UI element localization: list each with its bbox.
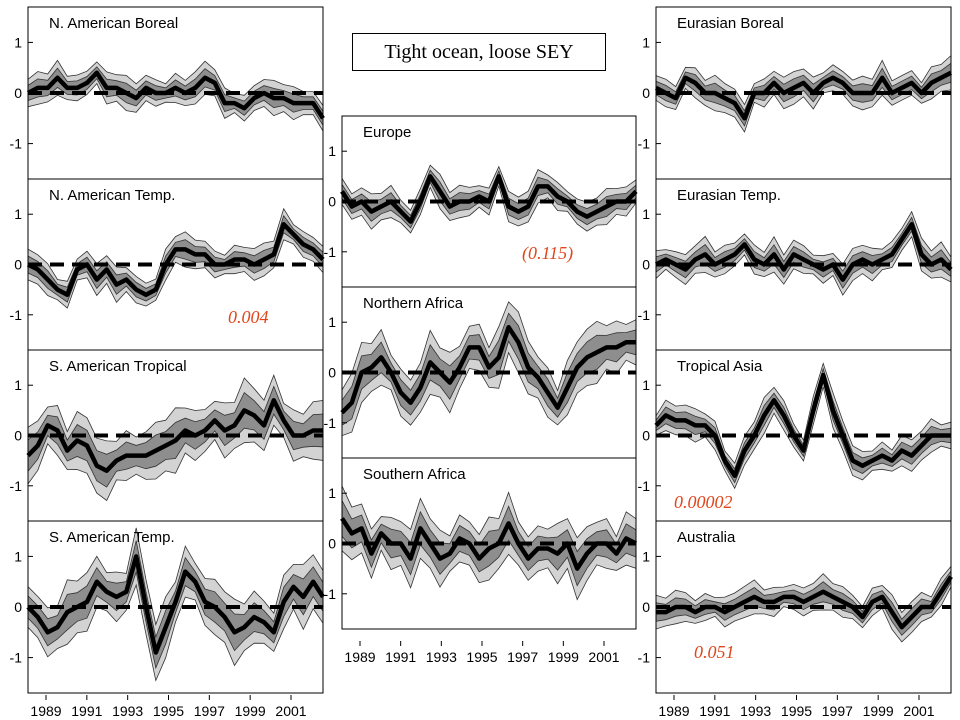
x-tick-label: 1989 (344, 649, 375, 665)
x-tick-label: 1993 (112, 703, 143, 719)
x-tick-label: 1993 (426, 649, 457, 665)
panel-8: -1 0 1 Eurasian Temp. (638, 178, 953, 351)
significance-annotation: 0.051 (694, 642, 735, 662)
x-tick-label: 1991 (699, 703, 730, 719)
y-tick-label: 1 (328, 485, 336, 501)
panel-title: N. American Temp. (49, 187, 175, 204)
x-tick-label: 1995 (466, 649, 497, 665)
y-tick-label: 1 (642, 377, 650, 393)
panel-title: Tropical Asia (677, 358, 763, 375)
y-tick-label: 1 (14, 548, 22, 564)
y-tick-label: -1 (638, 478, 651, 494)
y-tick-label: 1 (14, 206, 22, 222)
series-line (340, 174, 638, 224)
x-tick-label: 1989 (30, 703, 61, 719)
x-axis-1: 1989 1991 1993 1995 1997 1999 2001 (344, 641, 620, 665)
x-tick-label: 1999 (548, 649, 579, 665)
panel-title: Southern Africa (363, 466, 466, 483)
significance-annotation: (0.115) (522, 243, 574, 263)
panel-title: S. American Temp. (49, 529, 175, 546)
y-tick-label: 1 (642, 34, 650, 50)
series-line (654, 222, 953, 282)
x-tick-label: 1995 (781, 703, 812, 719)
y-tick-label: -1 (324, 415, 337, 431)
y-tick-label: -1 (638, 650, 651, 666)
y-tick-label: -1 (638, 136, 651, 152)
panel-2: -1 0 1 S. American Tropical (10, 349, 324, 522)
y-tick-label: 1 (328, 143, 336, 159)
x-tick-label: 1993 (740, 703, 771, 719)
y-tick-label: -1 (10, 650, 23, 666)
y-tick-label: 1 (14, 34, 22, 50)
y-tick-label: 0 (14, 599, 22, 615)
panel-title: Europe (363, 124, 411, 141)
y-tick-label: 1 (328, 314, 336, 330)
y-tick-label: 0 (642, 599, 650, 615)
panel-9: -1 0 1 Tropical Asia (638, 349, 952, 522)
panel-3: -1 0 1 S. American Temp. (10, 520, 325, 694)
y-tick-label: 0 (642, 257, 650, 273)
y-tick-label: 0 (328, 194, 336, 210)
y-tick-label: -1 (324, 244, 337, 260)
y-tick-label: 0 (328, 536, 336, 552)
panel-title: Australia (677, 529, 736, 546)
panel-title: S. American Tropical (49, 358, 187, 375)
panel-5: -1 0 1 Northern Africa (324, 286, 637, 459)
x-tick-label: 1991 (71, 703, 102, 719)
panel-title: N. American Boreal (49, 15, 178, 32)
series-line (26, 222, 325, 297)
y-tick-label: -1 (324, 586, 337, 602)
significance-annotation: 0.00002 (674, 492, 733, 512)
panel-title: Northern Africa (363, 295, 464, 312)
panel-6: -1 0 1 Southern Africa (324, 457, 638, 630)
x-tick-label: 2001 (275, 703, 306, 719)
panel-1: -1 0 1 N. American Temp. (10, 178, 325, 351)
panel-10: -1 0 1 Australia (638, 520, 953, 694)
series-line (340, 324, 636, 415)
x-tick-label: 1991 (385, 649, 416, 665)
y-tick-label: 0 (328, 365, 336, 381)
x-axis-2: 1989 1991 1993 1995 1997 1999 2001 (658, 695, 935, 719)
y-tick-label: -1 (10, 478, 23, 494)
y-tick-label: 0 (14, 257, 22, 273)
panel-4: -1 0 1 Europe (324, 115, 638, 288)
series-line (656, 575, 953, 630)
x-tick-label: 1999 (863, 703, 894, 719)
y-tick-label: -1 (10, 307, 23, 323)
x-axis-0: 1989 1991 1993 1995 1997 1999 2001 (30, 695, 307, 719)
y-tick-label: 1 (14, 377, 22, 393)
y-tick-label: 0 (642, 428, 650, 444)
y-tick-label: -1 (10, 136, 23, 152)
x-tick-label: 1989 (658, 703, 689, 719)
panel-title: Eurasian Temp. (677, 187, 781, 204)
x-tick-label: 2001 (588, 649, 619, 665)
series-line (26, 554, 325, 655)
x-tick-label: 1995 (153, 703, 184, 719)
series-line (26, 70, 325, 120)
x-tick-label: 1997 (507, 649, 538, 665)
figure-title: Tight ocean, loose SEY (352, 33, 606, 71)
series-line (654, 372, 951, 478)
x-tick-label: 2001 (903, 703, 934, 719)
figure-title-text: Tight ocean, loose SEY (384, 40, 574, 63)
outer-band (27, 207, 324, 309)
panel-0: -1 0 1 N. American Boreal (10, 6, 325, 180)
x-tick-label: 1997 (822, 703, 853, 719)
x-tick-label: 1997 (194, 703, 225, 719)
significance-annotation: 0.004 (228, 307, 269, 327)
panel-7: -1 0 1 Eurasian Boreal (638, 6, 953, 180)
y-tick-label: 0 (14, 428, 22, 444)
y-tick-label: 0 (642, 85, 650, 101)
x-tick-label: 1999 (235, 703, 266, 719)
series-line (654, 70, 953, 121)
y-tick-label: 1 (642, 548, 650, 564)
y-tick-label: 0 (14, 85, 22, 101)
y-tick-label: 1 (642, 206, 650, 222)
panel-title: Eurasian Boreal (677, 15, 784, 32)
series-line (340, 517, 638, 571)
y-tick-label: -1 (638, 307, 651, 323)
series-line (26, 398, 323, 473)
